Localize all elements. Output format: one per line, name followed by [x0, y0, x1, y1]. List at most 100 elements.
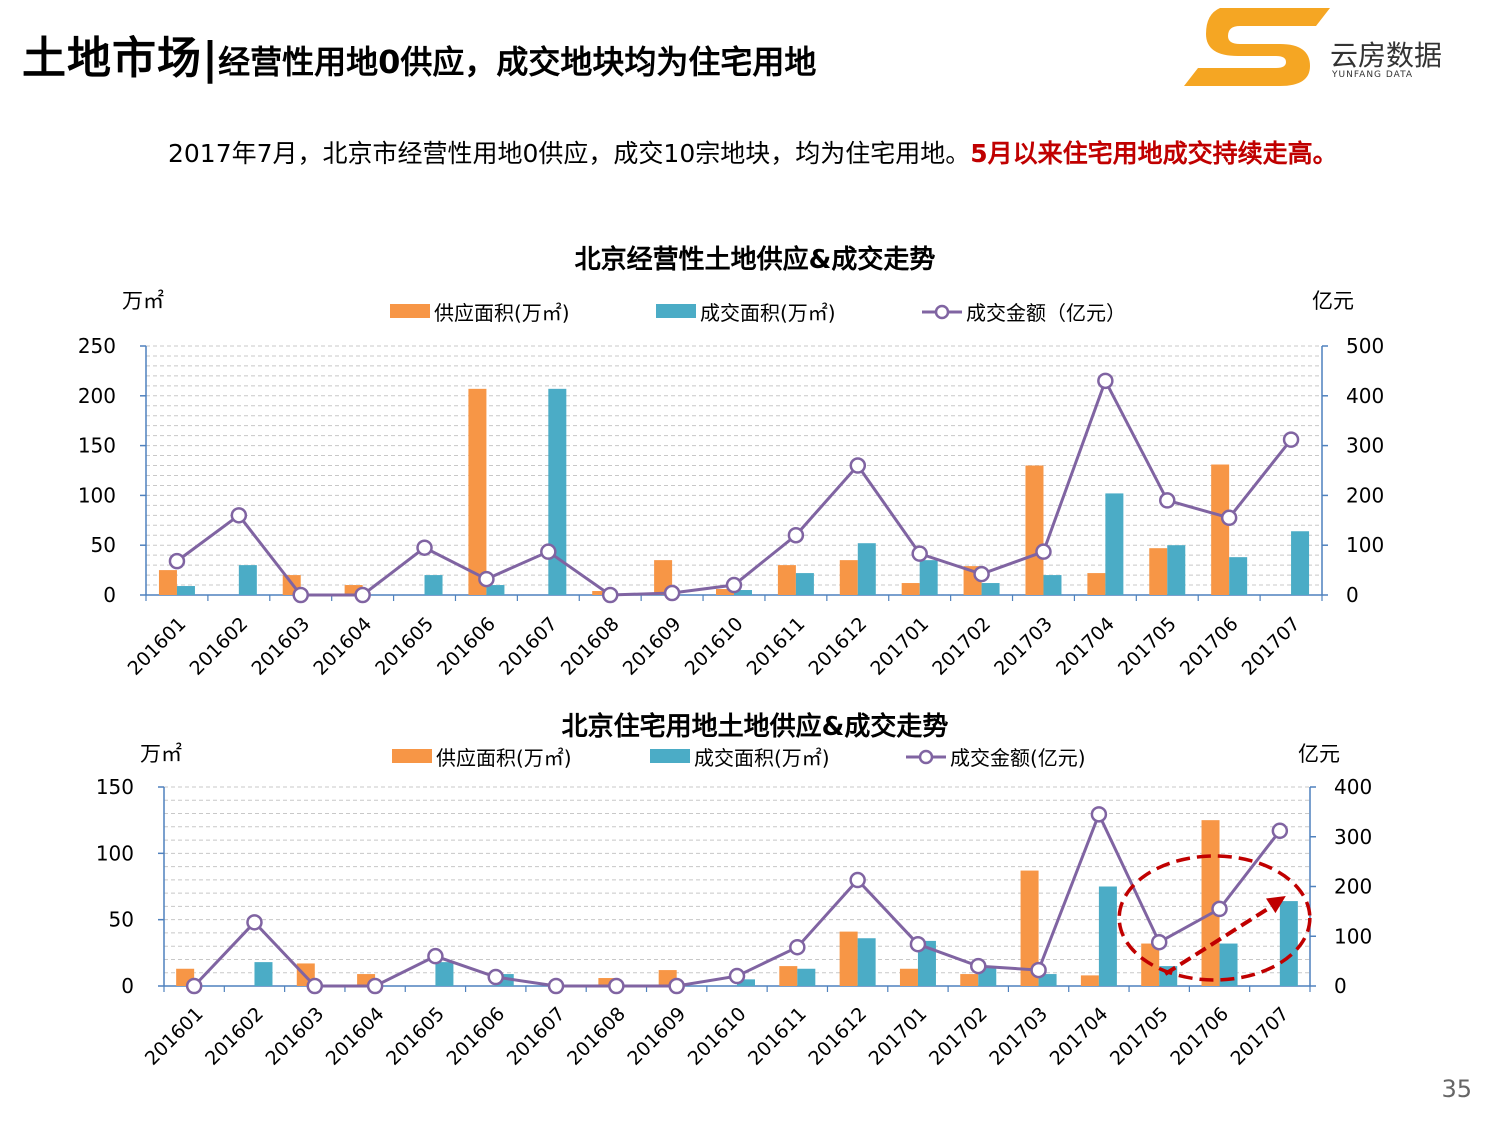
legend-label: 成交金额（亿元）: [966, 301, 1126, 325]
deal-amount-point: [230, 507, 248, 524]
y-left-tick-label: 250: [78, 334, 116, 358]
y-right-tick-label: 0: [1346, 583, 1359, 607]
deal-area-bar: [1279, 901, 1298, 986]
y-right-tick-label: 300: [1334, 825, 1372, 849]
deal-amount-point: [1282, 431, 1300, 448]
x-tick-label: 201606: [433, 613, 500, 680]
y-right-tick-label: 400: [1334, 775, 1372, 799]
supply-bar: [598, 978, 617, 986]
x-tick-label: 201610: [684, 1003, 751, 1070]
deal-area-bar: [795, 573, 814, 595]
legend-label: 成交面积(万㎡): [700, 301, 836, 325]
y-left-tick-label: 50: [91, 533, 116, 557]
deal-area-bar: [254, 962, 273, 986]
deal-area-bar: [495, 974, 514, 986]
x-tick-label: 201705: [1114, 613, 1181, 680]
legend-swatch: [392, 749, 432, 763]
logo-subtitle: YUNFANG DATA: [1332, 70, 1414, 80]
x-tick-label: 201603: [247, 613, 314, 680]
deal-amount-point: [478, 570, 495, 588]
deal-area-bar: [1229, 557, 1248, 595]
deal-area-bar: [919, 560, 938, 595]
deal-amount-point: [663, 584, 681, 602]
deal-area-bar: [917, 940, 936, 986]
x-tick-label: 201605: [382, 1003, 449, 1070]
deal-amount-point: [849, 871, 866, 889]
legend-label: 供应面积(万㎡): [436, 746, 572, 770]
supply-bar: [468, 388, 487, 595]
supply-bar: [1020, 870, 1039, 986]
deal-area-bar: [548, 388, 567, 595]
supply-bar: [1149, 548, 1168, 595]
deal-area-bar: [1098, 886, 1117, 986]
x-tick-label: 201703: [990, 613, 1057, 680]
deal-amount-point: [246, 914, 263, 931]
summary-text: 2017年7月，北京市经营性用地0供应，成交10宗地块，均为住宅用地。: [168, 139, 971, 168]
x-tick-label: 201604: [309, 613, 376, 680]
deal-amount-point: [789, 938, 806, 956]
supply-bar: [899, 968, 918, 986]
deal-amount-point: [185, 977, 203, 995]
legend-swatch: [390, 304, 430, 318]
y-right-tick-label: 100: [1334, 924, 1372, 948]
x-tick-label: 201605: [371, 613, 438, 680]
legend-swatch: [650, 749, 690, 763]
page-title-main: 土地市场: [22, 33, 202, 84]
supply-bar: [839, 560, 858, 595]
x-tick-label: 201608: [557, 613, 624, 680]
deal-amount-point: [787, 526, 805, 544]
page-number: 35: [1441, 1075, 1472, 1103]
y-right-tick-label: 300: [1346, 434, 1384, 458]
y-left-tick-label: 150: [96, 775, 134, 799]
x-tick-label: 201607: [503, 1003, 570, 1070]
supply-bar: [960, 974, 979, 986]
deal-amount-point: [728, 967, 746, 985]
deal-amount-point: [911, 545, 928, 562]
deal-amount-point: [1159, 492, 1176, 509]
deal-area-bar: [857, 543, 876, 595]
trend-arrow: [1164, 903, 1275, 976]
x-tick-label: 201702: [925, 1003, 992, 1070]
x-tick-label: 201610: [681, 613, 748, 680]
y-left-unit: 万㎡: [122, 289, 164, 313]
legend-label: 供应面积(万㎡): [434, 301, 570, 325]
deal-area-bar: [857, 938, 876, 986]
x-tick-label: 201602: [186, 613, 253, 680]
legend-label: 成交金额(亿元): [950, 746, 1086, 770]
deal-area-bar: [176, 586, 195, 595]
y-right-tick-label: 400: [1346, 384, 1384, 408]
deal-area-bar: [1043, 575, 1062, 595]
summary-paragraph: 2017年7月，北京市经营性用地0供应，成交10宗地块，均为住宅用地。5月以来住…: [120, 128, 1420, 180]
deal-amount-point: [366, 977, 384, 995]
x-tick-label: 201612: [804, 613, 871, 680]
y-left-tick-label: 0: [103, 583, 116, 607]
deal-amount-point: [427, 947, 444, 965]
deal-amount-point: [292, 586, 309, 604]
deal-amount-point: [668, 977, 685, 995]
x-tick-label: 201601: [141, 1003, 208, 1070]
yunfang-logo-icon: [1184, 8, 1330, 86]
x-tick-label: 201611: [744, 1003, 811, 1070]
deal-area-bar: [424, 575, 443, 595]
supply-bar: [1087, 573, 1106, 595]
deal-amount-point: [1211, 900, 1228, 918]
x-tick-label: 201611: [743, 613, 810, 680]
deal-amount-point: [354, 586, 371, 604]
supply-bar: [1080, 975, 1099, 986]
deal-amount-point: [970, 957, 987, 975]
x-tick-label: 201706: [1176, 613, 1243, 680]
deal-amount-point: [547, 977, 565, 995]
deal-amount-point: [849, 457, 867, 474]
x-tick-label: 201603: [261, 1003, 328, 1070]
y-right-unit: 亿元: [1298, 742, 1340, 766]
x-tick-label: 201701: [865, 1003, 932, 1070]
x-tick-label: 201609: [623, 1003, 690, 1070]
x-tick-label: 201702: [928, 613, 995, 680]
y-right-tick-label: 100: [1346, 533, 1384, 557]
x-tick-label: 201612: [804, 1003, 871, 1070]
supply-bar: [344, 585, 363, 595]
y-left-tick-label: 50: [109, 908, 134, 932]
supply-bar: [777, 565, 796, 595]
chart-title: 北京住宅用地土地供应&成交走势: [562, 711, 949, 742]
highlight-ellipse: [1117, 854, 1312, 982]
